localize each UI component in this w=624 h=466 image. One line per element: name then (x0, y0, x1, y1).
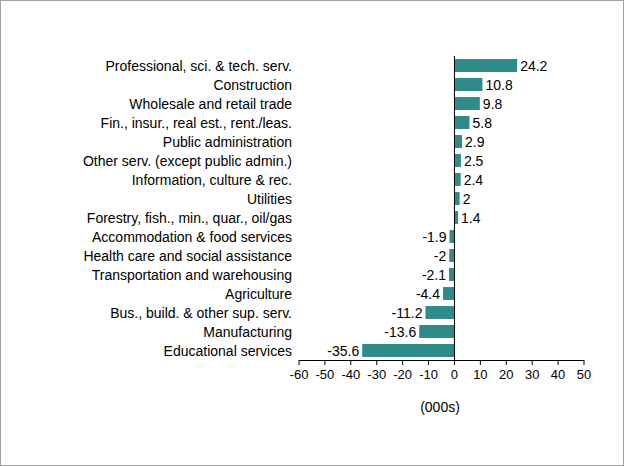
bar (454, 154, 460, 167)
x-tick (584, 360, 585, 365)
x-tick-label: -20 (393, 367, 412, 382)
data-label: -11.2 (392, 305, 423, 321)
data-label: -35.6 (327, 343, 359, 359)
x-tick-label: 10 (473, 367, 487, 382)
x-tick-label: 0 (451, 367, 458, 382)
category-label: Professional, sci. & tech. serv. (106, 58, 292, 74)
bar (454, 173, 460, 186)
bar (454, 192, 459, 205)
x-tick (324, 360, 325, 365)
x-tick-label: 30 (525, 367, 539, 382)
category-label: Transportation and warehousing (92, 267, 292, 283)
bar (454, 135, 462, 148)
category-label: Bus., build. & other sup. serv. (110, 305, 292, 321)
bar (419, 325, 454, 338)
x-tick (299, 360, 300, 365)
bar (450, 230, 455, 243)
data-label: 2.4 (464, 172, 484, 188)
bar (425, 306, 454, 319)
x-tick (506, 360, 507, 365)
category-label: Agriculture (225, 286, 292, 302)
x-axis (299, 360, 584, 361)
data-label: 1.4 (461, 210, 481, 226)
x-tick-label: -50 (316, 367, 335, 382)
category-label: Other serv. (except public admin.) (83, 153, 292, 169)
x-axis-label: (000s) (420, 399, 460, 415)
data-label: -2.1 (422, 267, 446, 283)
bar (454, 97, 479, 110)
bar (454, 211, 458, 224)
x-tick (558, 360, 559, 365)
bars (362, 59, 517, 357)
category-label: Wholesale and retail trade (129, 96, 292, 112)
category-label: Fin., insur., real est., rent./leas. (101, 115, 292, 131)
zero-axis (454, 56, 455, 360)
category-label: Accommodation & food services (92, 229, 292, 245)
x-tick-label: -40 (341, 367, 360, 382)
category-label: Educational services (164, 343, 292, 359)
x-tick-label: 20 (499, 367, 513, 382)
data-label: 24.2 (520, 58, 547, 74)
bar (454, 116, 469, 129)
x-tick-label: -60 (290, 367, 309, 382)
data-label: -13.6 (384, 324, 416, 340)
x-tick (480, 360, 481, 365)
data-label: 2.9 (465, 134, 485, 150)
bar (454, 59, 517, 72)
x-tick-label: -10 (419, 367, 438, 382)
data-label: 2.5 (464, 153, 484, 169)
bar (449, 249, 454, 262)
x-tick (532, 360, 533, 365)
data-label: -2 (434, 248, 447, 264)
labels: Professional, sci. & tech. serv. 24.2 Cons… (83, 58, 548, 359)
bar (362, 344, 454, 357)
x-tick-label: 50 (577, 367, 591, 382)
data-label: 9.8 (483, 96, 503, 112)
bar (454, 78, 482, 91)
category-label: Construction (213, 77, 292, 93)
data-label: -1.9 (422, 229, 446, 245)
category-label: Manufacturing (203, 324, 292, 340)
chart: Professional, sci. & tech. serv. 24.2 Cons… (0, 0, 624, 466)
x-tick (402, 360, 403, 365)
x-tick-label: 40 (551, 367, 565, 382)
x-tick-label: -30 (367, 367, 386, 382)
x-tick (454, 360, 455, 365)
data-label: 10.8 (485, 77, 512, 93)
bar (449, 268, 454, 281)
category-label: Public administration (163, 134, 292, 150)
data-label: -4.4 (416, 286, 440, 302)
category-label: Information, culture & rec. (132, 172, 292, 188)
x-tick (428, 360, 429, 365)
category-label: Forestry, fish., min., quar., oil/gas (87, 210, 292, 226)
chart-container: Professional, sci. & tech. serv. 24.2 Cons… (0, 0, 624, 466)
data-label: 2 (463, 191, 471, 207)
category-label: Health care and social assistance (83, 248, 292, 264)
data-label: 5.8 (472, 115, 492, 131)
outer-border (1, 1, 624, 466)
x-tick (350, 360, 351, 365)
category-label: Utilities (247, 191, 292, 207)
x-tick (376, 360, 377, 365)
bar (443, 287, 454, 300)
